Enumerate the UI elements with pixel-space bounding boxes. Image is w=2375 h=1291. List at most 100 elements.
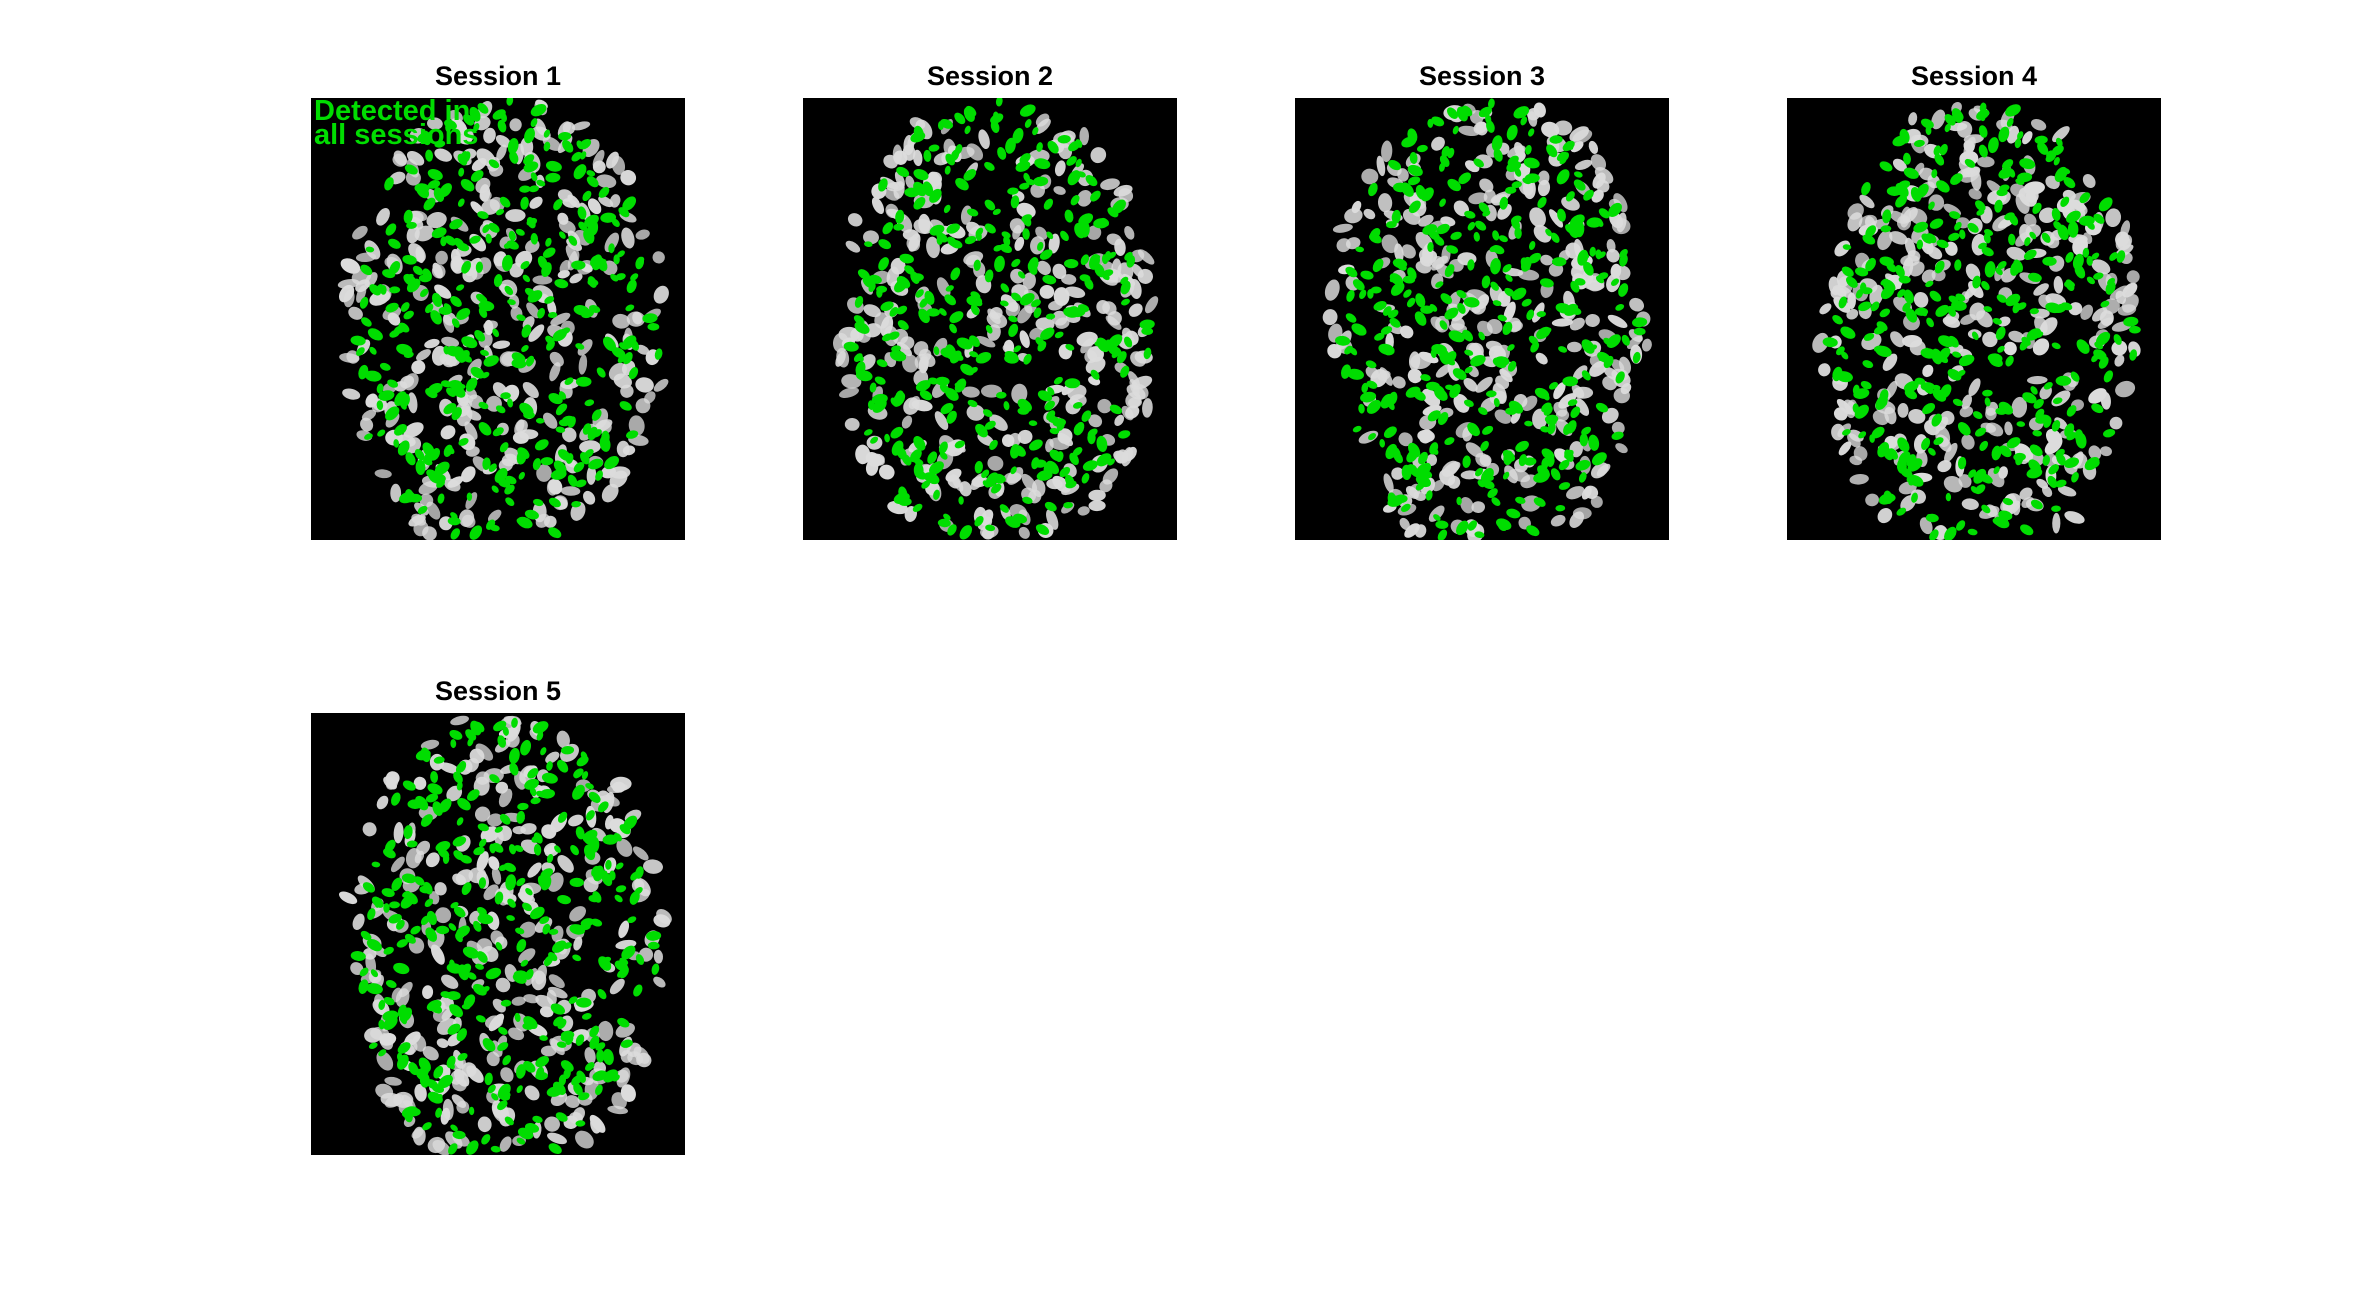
detected-cell [635, 866, 644, 879]
other-cell [360, 417, 374, 432]
detected-cell [975, 352, 992, 364]
detected-cell [1934, 260, 1945, 274]
other-cell [592, 149, 605, 168]
other-cell [867, 453, 885, 466]
detected-cell [1420, 469, 1433, 479]
detected-cell [516, 877, 526, 887]
detected-cell [430, 310, 442, 325]
detected-cell [588, 791, 601, 803]
detected-cell [425, 927, 438, 942]
other-cell [1142, 398, 1153, 418]
detected-cell [575, 997, 592, 1008]
detected-cell [570, 844, 580, 856]
detected-cell [458, 437, 469, 446]
detected-cell [1910, 187, 1922, 202]
detected-cell [990, 113, 1004, 124]
other-cell [1099, 479, 1113, 493]
detected-cell [1858, 301, 1872, 312]
detected-cell [2029, 308, 2039, 315]
detected-cell [1558, 482, 1571, 490]
detected-cell [1633, 327, 1646, 336]
other-cell [1035, 317, 1055, 331]
detected-cell [967, 399, 978, 408]
other-cell [488, 509, 502, 523]
detected-cell [1448, 330, 1465, 343]
detected-cell [857, 269, 870, 280]
detected-cell [492, 427, 504, 437]
detected-cell [516, 938, 527, 953]
other-cell [442, 1098, 454, 1121]
session-2-image [803, 98, 1177, 540]
detected-cell [882, 222, 894, 235]
detected-cell [485, 967, 502, 980]
detected-cell [1422, 224, 1438, 235]
detected-cell [430, 771, 439, 783]
detected-cell [494, 826, 503, 833]
detected-cell [1552, 257, 1567, 267]
detected-cell [1003, 401, 1010, 411]
other-cell [1833, 407, 1848, 421]
detected-cell [1978, 144, 1988, 158]
detected-cell [1935, 304, 1950, 317]
detected-cell [1087, 428, 1098, 437]
detected-cell [577, 206, 587, 220]
detected-cell [401, 873, 417, 884]
detected-cell [1414, 311, 1427, 326]
detected-cell [1995, 326, 2006, 340]
other-cell [495, 977, 511, 993]
detected-cell [568, 996, 578, 1004]
other-cell [976, 335, 996, 348]
detected-cell [1004, 351, 1019, 362]
other-cell [1947, 344, 1964, 355]
other-cell [577, 339, 593, 356]
other-cell [1076, 331, 1098, 347]
other-cell [416, 840, 431, 856]
other-cell [1885, 380, 1898, 399]
other-cell [1571, 384, 1585, 399]
detected-cell [506, 915, 515, 921]
cell-map [337, 98, 669, 540]
detected-cell [498, 1027, 508, 1035]
other-cell [1922, 364, 1934, 378]
detected-cell [2004, 212, 2015, 221]
detected-cell [1120, 365, 1130, 378]
other-cell [1892, 158, 1907, 172]
detected-cell [919, 298, 928, 308]
detected-cell [558, 1074, 567, 1086]
detected-cell [497, 1042, 509, 1052]
detected-cell [955, 144, 963, 155]
detected-cell [1452, 368, 1467, 380]
detected-cell [398, 322, 410, 333]
other-cell [926, 236, 940, 259]
other-cell [589, 1114, 606, 1133]
detected-cell [532, 458, 541, 471]
detected-cell [2084, 457, 2100, 471]
detected-cell [1929, 218, 1944, 229]
detected-cell [495, 942, 503, 951]
other-cell [375, 1083, 394, 1099]
detected-cell [1506, 508, 1521, 519]
detected-cell [1510, 215, 1522, 224]
detected-cell [913, 125, 924, 141]
session-3-image [1295, 98, 1669, 540]
other-cell [616, 440, 630, 458]
detected-cell [383, 1015, 398, 1031]
detected-cell [1997, 345, 2005, 353]
detected-cell [1936, 239, 1949, 249]
detected-cell [893, 223, 905, 231]
detected-cell [384, 177, 394, 191]
detected-cell [520, 260, 530, 270]
detected-cell [918, 308, 930, 324]
detected-cell [938, 441, 948, 454]
detected-cell [500, 392, 511, 400]
detected-cell [422, 458, 433, 466]
other-cell [547, 872, 564, 892]
detected-cell [933, 489, 940, 500]
detected-cell [480, 349, 489, 357]
detected-cell [572, 954, 582, 962]
detected-cell [1610, 278, 1620, 286]
detected-cell [1410, 467, 1423, 478]
other-cell [338, 284, 355, 303]
detected-cell [1335, 335, 1351, 346]
detected-cell [418, 274, 432, 283]
